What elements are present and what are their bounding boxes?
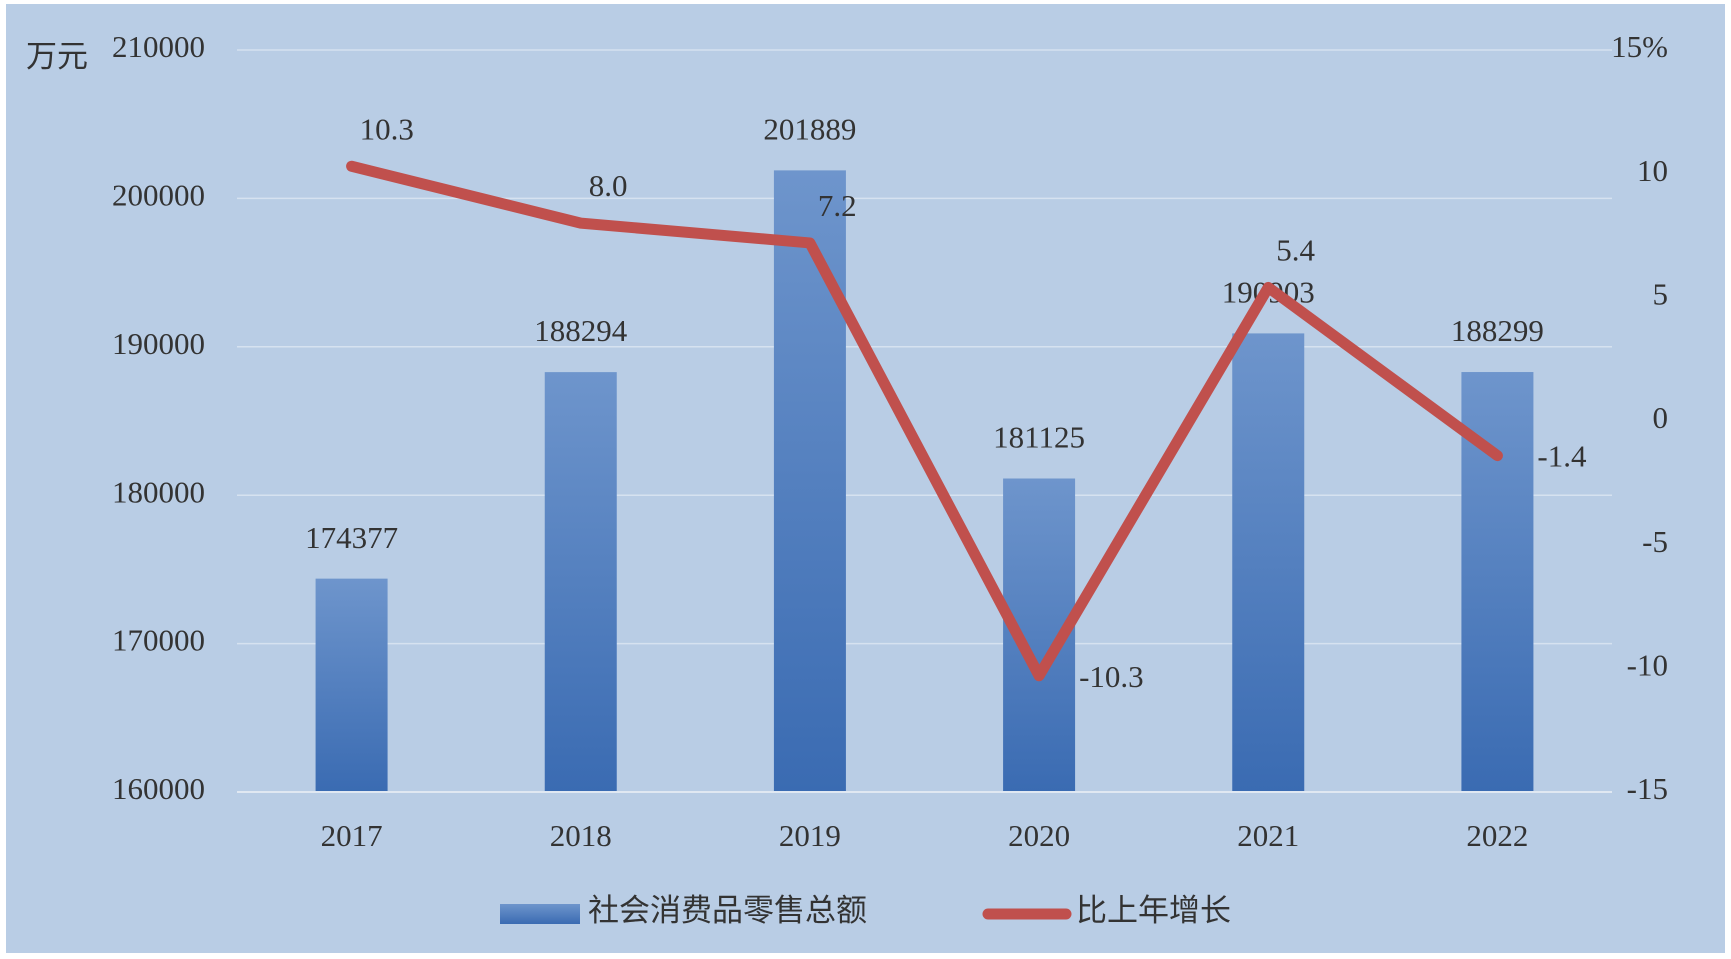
bar-value-label: 188294 bbox=[534, 313, 628, 348]
line bbox=[346, 160, 1503, 682]
y-tick-label: 190000 bbox=[112, 326, 205, 361]
x-tick-label: 2018 bbox=[550, 818, 612, 853]
y2-tick-label: -5 bbox=[1642, 524, 1668, 559]
y-tick-label: 160000 bbox=[112, 771, 205, 806]
line-value-label: 8.0 bbox=[589, 168, 628, 203]
bar bbox=[544, 372, 617, 792]
x-tick-label: 2022 bbox=[1466, 818, 1528, 853]
x-tick-label: 2019 bbox=[779, 818, 841, 853]
y2-tick-label: 10 bbox=[1637, 153, 1668, 188]
bar bbox=[315, 578, 388, 792]
x-tick-label: 2017 bbox=[321, 818, 383, 853]
legend-label: 社会消费品零售总额 bbox=[588, 893, 867, 928]
bar-value-label: 174377 bbox=[305, 520, 398, 555]
y2-tick-label: -10 bbox=[1627, 647, 1668, 682]
bar-value-label: 188299 bbox=[1451, 313, 1544, 348]
chart-background bbox=[6, 4, 1725, 953]
y-tick-label: 200000 bbox=[112, 178, 205, 213]
y2-tick-label: 15% bbox=[1611, 29, 1668, 64]
legend-swatch bbox=[500, 904, 580, 924]
bar-value-label: 181125 bbox=[993, 420, 1085, 455]
bar bbox=[773, 170, 846, 792]
line-value-label: -1.4 bbox=[1537, 439, 1587, 474]
line-value-label: 7.2 bbox=[818, 188, 857, 223]
y-tick-label: 170000 bbox=[112, 623, 205, 658]
y2-tick-label: 0 bbox=[1653, 400, 1669, 435]
line-value-label: -10.3 bbox=[1079, 659, 1144, 694]
y-tick-label: 180000 bbox=[112, 474, 205, 509]
y-tick-label: 210000 bbox=[112, 29, 205, 64]
y2-tick-label: -15 bbox=[1627, 771, 1668, 806]
line-value-label: 5.4 bbox=[1276, 233, 1315, 268]
legend-label: 比上年增长 bbox=[1076, 893, 1231, 928]
x-tick-label: 2021 bbox=[1237, 818, 1299, 853]
line-value-label: 10.3 bbox=[360, 111, 414, 146]
y-axis-unit: 万元 bbox=[26, 39, 88, 74]
bar-value-label: 201889 bbox=[763, 111, 856, 146]
x-tick-label: 2020 bbox=[1008, 818, 1070, 853]
bar bbox=[1232, 333, 1305, 792]
y2-tick-label: 5 bbox=[1653, 276, 1669, 311]
